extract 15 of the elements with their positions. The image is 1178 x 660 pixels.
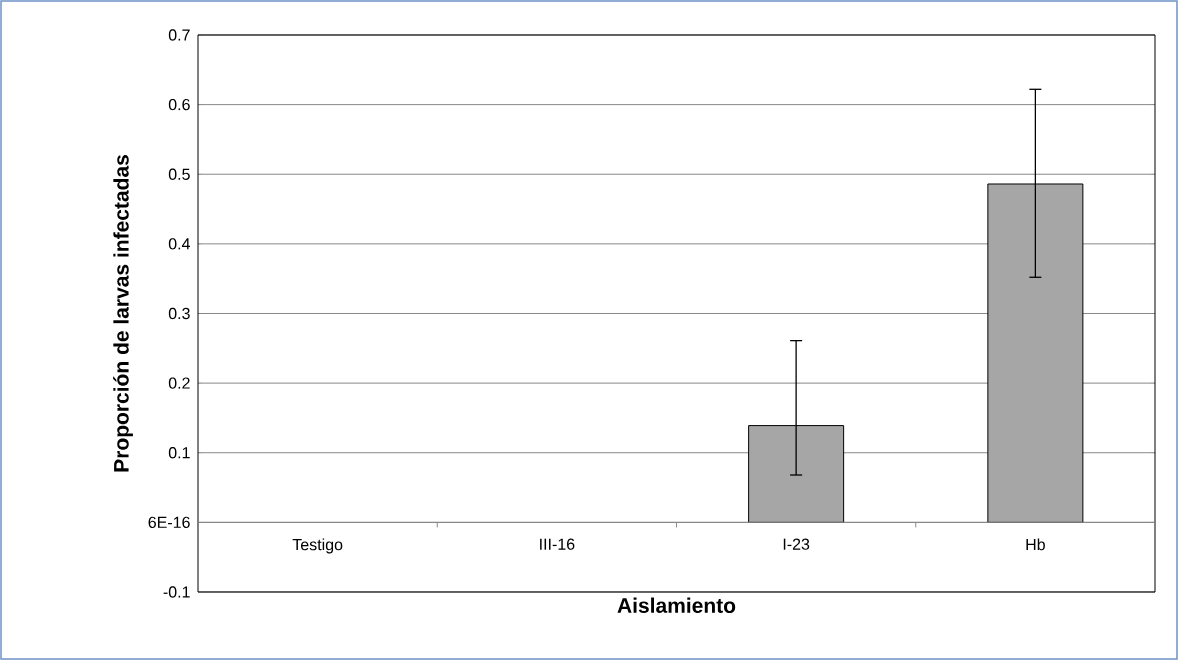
y-tick-label: 6E-16 <box>148 516 190 529</box>
y-tick-label: 0.1 <box>168 447 190 459</box>
y-tick-label: 0.7 <box>168 29 190 41</box>
x-axis-title: Aislamiento <box>617 597 736 613</box>
y-axis-title: Proporción de larvas infectadas <box>113 155 133 472</box>
x-tick-label: Hb <box>1026 538 1045 551</box>
y-tick-label: 0.4 <box>168 238 190 250</box>
y-tick-label: 0.6 <box>168 98 190 111</box>
x-tick-label: I-23 <box>783 538 810 550</box>
y-tick-label: -0.1 <box>163 586 190 598</box>
y-tick-label: 0.2 <box>168 377 190 389</box>
x-tick-label: III-16 <box>540 538 575 550</box>
x-tick-label: Testigo <box>292 538 343 554</box>
y-tick-label: 0.3 <box>168 307 190 320</box>
y-tick-label: 0.5 <box>168 168 190 180</box>
